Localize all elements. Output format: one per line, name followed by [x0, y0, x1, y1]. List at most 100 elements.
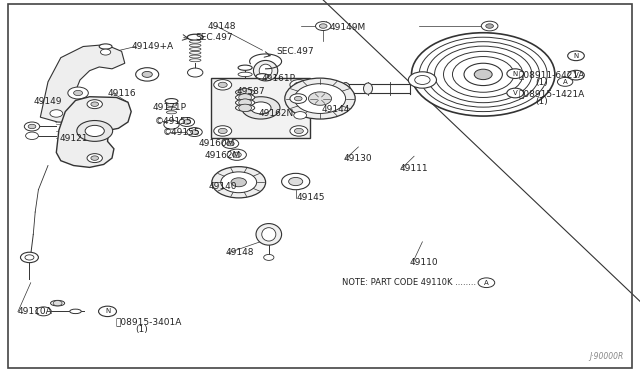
- Circle shape: [218, 128, 227, 134]
- Circle shape: [91, 156, 99, 160]
- Circle shape: [214, 80, 232, 90]
- Circle shape: [568, 70, 584, 80]
- Circle shape: [412, 33, 555, 116]
- Ellipse shape: [189, 51, 201, 54]
- Ellipse shape: [189, 55, 201, 58]
- Circle shape: [294, 84, 346, 113]
- Text: 49148: 49148: [208, 22, 237, 31]
- Circle shape: [187, 128, 202, 137]
- Circle shape: [142, 71, 152, 77]
- Polygon shape: [40, 45, 125, 123]
- Text: N: N: [573, 53, 579, 59]
- Circle shape: [222, 139, 239, 148]
- Text: V: V: [573, 72, 579, 78]
- Circle shape: [218, 82, 227, 87]
- Circle shape: [232, 152, 241, 157]
- Circle shape: [20, 252, 38, 263]
- Text: A: A: [563, 79, 568, 85]
- Circle shape: [136, 68, 159, 81]
- Text: (1): (1): [136, 326, 148, 334]
- Text: ⓝ08915-3401A: ⓝ08915-3401A: [115, 317, 182, 326]
- Circle shape: [290, 126, 308, 136]
- Circle shape: [435, 46, 532, 103]
- Circle shape: [26, 132, 38, 140]
- Circle shape: [408, 72, 436, 88]
- Ellipse shape: [189, 40, 201, 43]
- Ellipse shape: [166, 111, 177, 114]
- Ellipse shape: [238, 72, 252, 77]
- Text: 49110A: 49110A: [18, 307, 52, 316]
- Text: 49140: 49140: [209, 182, 237, 190]
- Circle shape: [486, 24, 493, 28]
- Text: 49111: 49111: [399, 164, 428, 173]
- Text: N: N: [513, 71, 518, 77]
- Text: 49145: 49145: [297, 193, 326, 202]
- Text: A: A: [484, 280, 489, 286]
- Circle shape: [28, 124, 36, 129]
- Ellipse shape: [236, 89, 255, 96]
- Circle shape: [557, 77, 573, 86]
- Circle shape: [91, 102, 99, 106]
- Ellipse shape: [70, 309, 81, 314]
- Circle shape: [478, 278, 495, 288]
- Circle shape: [191, 130, 198, 134]
- Text: 49149+A: 49149+A: [131, 42, 173, 51]
- Text: 49171P: 49171P: [152, 103, 186, 112]
- Circle shape: [419, 37, 547, 112]
- Text: (1): (1): [535, 78, 548, 87]
- Ellipse shape: [364, 83, 372, 94]
- Text: SEC.497: SEC.497: [276, 47, 314, 56]
- Text: 49160M: 49160M: [198, 140, 235, 148]
- Ellipse shape: [323, 83, 330, 94]
- Circle shape: [239, 94, 252, 101]
- Circle shape: [474, 69, 492, 80]
- Text: 49148: 49148: [225, 248, 254, 257]
- Text: Ⓗ08915-1421A: Ⓗ08915-1421A: [518, 89, 585, 98]
- Text: 49162N: 49162N: [259, 109, 294, 118]
- Ellipse shape: [166, 107, 177, 110]
- Circle shape: [319, 24, 327, 28]
- Circle shape: [294, 112, 307, 119]
- Text: ©49155: ©49155: [155, 117, 193, 126]
- Text: 49116: 49116: [108, 89, 136, 98]
- Circle shape: [452, 57, 514, 92]
- Ellipse shape: [238, 65, 252, 70]
- Circle shape: [227, 141, 234, 146]
- Circle shape: [415, 76, 430, 84]
- Circle shape: [294, 82, 303, 87]
- Ellipse shape: [256, 74, 269, 79]
- Circle shape: [282, 173, 310, 190]
- Ellipse shape: [341, 83, 350, 94]
- Circle shape: [227, 149, 246, 160]
- Circle shape: [179, 118, 195, 126]
- Ellipse shape: [166, 103, 177, 106]
- Ellipse shape: [259, 64, 272, 77]
- Text: NOTE: PART CODE 49110K ........: NOTE: PART CODE 49110K ........: [342, 278, 477, 287]
- Text: SEC.497: SEC.497: [195, 33, 233, 42]
- Ellipse shape: [165, 99, 178, 104]
- Ellipse shape: [303, 83, 311, 94]
- Circle shape: [25, 255, 34, 260]
- Circle shape: [507, 88, 524, 98]
- Circle shape: [53, 301, 62, 306]
- Circle shape: [24, 122, 40, 131]
- Circle shape: [568, 51, 584, 61]
- Circle shape: [316, 22, 331, 31]
- Circle shape: [212, 167, 266, 198]
- Circle shape: [294, 96, 302, 101]
- Circle shape: [87, 100, 102, 109]
- Text: 49162M: 49162M: [205, 151, 241, 160]
- Circle shape: [251, 102, 271, 114]
- Text: J·90000R: J·90000R: [589, 352, 624, 361]
- Circle shape: [290, 94, 307, 103]
- Circle shape: [188, 68, 203, 77]
- Ellipse shape: [262, 228, 276, 241]
- Circle shape: [85, 125, 104, 137]
- Circle shape: [245, 108, 263, 119]
- Circle shape: [464, 63, 502, 86]
- Text: 49149M: 49149M: [330, 23, 366, 32]
- Text: 49587: 49587: [237, 87, 266, 96]
- Ellipse shape: [253, 60, 278, 81]
- Text: 49161P: 49161P: [261, 74, 295, 83]
- Circle shape: [68, 87, 88, 99]
